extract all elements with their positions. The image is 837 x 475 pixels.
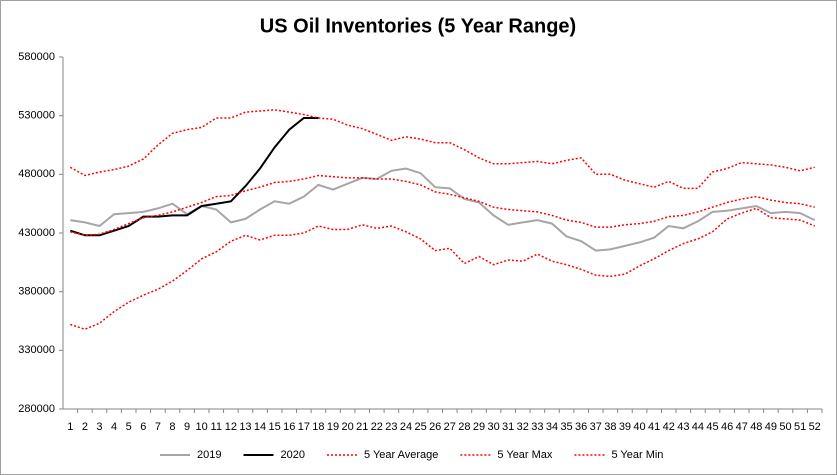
x-tick-label: 22 — [371, 421, 383, 433]
x-tick-label: 19 — [327, 421, 339, 433]
y-tick-label: 480000 — [18, 168, 55, 180]
x-tick-label: 13 — [239, 421, 251, 433]
series-line — [70, 207, 815, 330]
x-tick-label: 4 — [111, 421, 117, 433]
x-tick-label: 6 — [140, 421, 146, 433]
x-tick-label: 23 — [385, 421, 397, 433]
x-tick-label: 14 — [254, 421, 266, 433]
x-tick-label: 8 — [169, 421, 175, 433]
y-tick-label: 430000 — [18, 227, 55, 239]
x-tick-label: 35 — [560, 421, 572, 433]
x-tick-label: 10 — [196, 421, 208, 433]
x-tick-label: 11 — [211, 421, 222, 433]
y-tick-label: 330000 — [18, 344, 55, 356]
x-tick-label: 15 — [269, 421, 281, 433]
x-tick-label: 16 — [283, 421, 295, 433]
series-line — [69, 109, 815, 190]
x-tick-label: 31 — [502, 421, 514, 433]
x-tick-label: 12 — [225, 421, 237, 433]
chart-title: US Oil Inventories (5 Year Range) — [260, 15, 576, 37]
x-tick-label: 50 — [779, 421, 791, 433]
x-tick-label: 9 — [184, 421, 190, 433]
legend-label: 5 Year Min — [611, 449, 663, 461]
x-tick-label: 5 — [126, 421, 132, 433]
y-tick-label: 530000 — [18, 110, 55, 122]
x-tick-label: 17 — [298, 421, 310, 433]
x-tick-label: 20 — [342, 421, 354, 433]
x-tick-label: 43 — [677, 421, 689, 433]
y-tick-label: 380000 — [18, 286, 55, 298]
x-tick-label: 51 — [794, 421, 806, 433]
x-tick-label: 46 — [721, 421, 733, 433]
x-tick-label: 1 — [67, 421, 73, 433]
x-tick-label: 28 — [458, 421, 470, 433]
x-tick-label: 40 — [633, 421, 645, 433]
x-tick-label: 44 — [692, 421, 704, 433]
x-tick-label: 37 — [590, 421, 602, 433]
x-tick-label: 25 — [414, 421, 426, 433]
x-tick-label: 38 — [604, 421, 616, 433]
x-tick-label: 42 — [663, 421, 675, 433]
y-tick-label: 580000 — [18, 51, 55, 63]
series-line — [70, 174, 815, 237]
x-tick-label: 47 — [736, 421, 748, 433]
x-tick-label: 27 — [444, 421, 456, 433]
y-tick-label: 280000 — [18, 403, 55, 415]
x-tick-label: 32 — [517, 421, 529, 433]
x-tick-label: 41 — [648, 421, 660, 433]
x-tick-label: 39 — [619, 421, 631, 433]
legend-label: 2020 — [280, 449, 304, 461]
legend-label: 2019 — [197, 449, 221, 461]
x-tick-label: 36 — [575, 421, 587, 433]
x-tick-label: 33 — [531, 421, 543, 433]
x-tick-label: 26 — [429, 421, 441, 433]
x-tick-label: 21 — [356, 421, 368, 433]
x-tick-label: 34 — [546, 421, 558, 433]
x-tick-label: 7 — [155, 421, 161, 433]
x-tick-label: 2 — [82, 421, 88, 433]
x-tick-label: 45 — [706, 421, 718, 433]
x-tick-label: 24 — [400, 421, 412, 433]
series-line — [69, 117, 319, 237]
x-tick-label: 52 — [809, 421, 821, 433]
x-tick-label: 18 — [312, 421, 324, 433]
x-tick-label: 48 — [750, 421, 762, 433]
x-tick-label: 3 — [96, 421, 102, 433]
legend-label: 5 Year Max — [497, 449, 553, 461]
x-tick-label: 29 — [473, 421, 485, 433]
x-tick-label: 30 — [487, 421, 499, 433]
x-tick-label: 49 — [765, 421, 777, 433]
legend-label: 5 Year Average — [364, 449, 438, 461]
